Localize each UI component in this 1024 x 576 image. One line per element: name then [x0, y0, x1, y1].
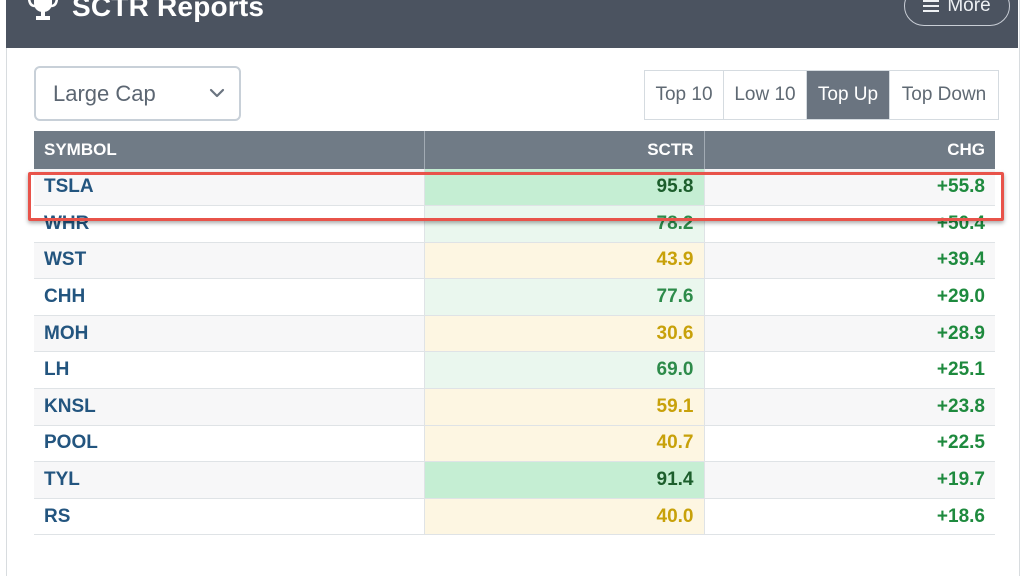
symbol-link[interactable]: WHR — [34, 205, 425, 243]
sctr-value: 91.4 — [424, 461, 705, 499]
table-row[interactable]: CHH 77.6 +29.0 — [34, 278, 995, 316]
tab-low-10[interactable]: Low 10 — [724, 71, 807, 119]
column-header-sctr[interactable]: SCTR — [424, 131, 705, 169]
chg-value: +50.4 — [704, 205, 995, 243]
sctr-value: 40.7 — [424, 425, 705, 463]
app-header: SCTR Reports More — [6, 0, 1018, 48]
table-row[interactable]: WHR 78.2 +50.4 — [34, 205, 995, 243]
symbol-link[interactable]: TYL — [34, 461, 425, 499]
symbol-link[interactable]: CHH — [34, 278, 425, 316]
symbol-link[interactable]: POOL — [34, 425, 425, 463]
market-cap-select[interactable]: Large Cap — [34, 66, 241, 121]
sctr-value: 77.6 — [424, 278, 705, 316]
tab-top-up[interactable]: Top Up — [807, 71, 890, 119]
chg-value: +18.6 — [704, 498, 995, 536]
symbol-link[interactable]: LH — [34, 351, 425, 390]
table-row[interactable]: KNSL 59.1 +23.8 — [34, 388, 995, 426]
more-button-label: More — [947, 0, 991, 16]
market-cap-select-value: Large Cap — [53, 80, 156, 106]
table-row[interactable]: RS 40.0 +18.6 — [34, 498, 995, 536]
chg-value: +39.4 — [704, 242, 995, 280]
sctr-value: 69.0 — [424, 351, 705, 390]
symbol-link[interactable]: RS — [34, 498, 425, 536]
chg-value: +29.0 — [704, 278, 995, 316]
table-row[interactable]: TYL 91.4 +19.7 — [34, 461, 995, 499]
sctr-value: 95.8 — [424, 169, 705, 207]
column-header-symbol[interactable]: SYMBOL — [34, 131, 425, 169]
more-button[interactable]: More — [904, 0, 1010, 26]
table-row[interactable]: WST 43.9 +39.4 — [34, 242, 995, 280]
sctr-table: SYMBOL SCTR CHG TSLA 95.8 +55.8 WHR 78.2 +50.… — [34, 131, 995, 536]
tab-top-down[interactable]: Top Down — [901, 84, 987, 105]
chg-value: +55.8 — [704, 169, 995, 207]
table-row[interactable]: POOL 40.7 +22.5 — [34, 425, 995, 463]
symbol-link[interactable]: TSLA — [34, 169, 425, 207]
sctr-value: 59.1 — [424, 388, 705, 426]
table-row[interactable]: MOH 30.6 +28.9 — [34, 315, 995, 353]
chg-value: +23.8 — [704, 388, 995, 426]
table-row[interactable]: TSLA 95.8 +55.8 — [34, 169, 995, 207]
table-header-row: SYMBOL SCTR CHG — [34, 131, 995, 169]
table-row[interactable]: LH 69.0 +25.1 — [34, 351, 995, 390]
chg-value: +22.5 — [704, 425, 995, 463]
trophy-icon — [27, 0, 59, 20]
sctr-value: 40.0 — [424, 498, 705, 536]
column-header-chg[interactable]: CHG — [704, 131, 995, 169]
hamburger-icon — [923, 0, 940, 12]
chg-value: +28.9 — [704, 315, 995, 353]
page-title-text: SCTR Reports — [72, 0, 265, 22]
sctr-value: 78.2 — [424, 205, 705, 243]
page-title: SCTR Reports — [26, 0, 264, 23]
chevron-down-icon — [209, 88, 225, 98]
ranking-tabs: Top 10 Low 10 Top Up Top Down — [644, 70, 999, 120]
symbol-link[interactable]: KNSL — [34, 388, 425, 426]
tab-top-10[interactable]: Top 10 — [645, 71, 724, 119]
sctr-value: 30.6 — [424, 315, 705, 353]
chg-value: +19.7 — [704, 461, 995, 499]
chg-value: +25.1 — [704, 351, 995, 390]
symbol-link[interactable]: WST — [34, 242, 425, 280]
sctr-value: 43.9 — [424, 242, 705, 280]
symbol-link[interactable]: MOH — [34, 315, 425, 353]
